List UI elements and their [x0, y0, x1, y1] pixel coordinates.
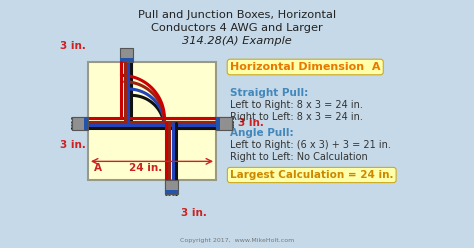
Text: 3 in.: 3 in.	[238, 118, 264, 128]
Text: Right to Left: 8 x 3 = 24 in.: Right to Left: 8 x 3 = 24 in.	[230, 112, 363, 122]
Bar	[216, 117, 232, 130]
Bar	[216, 117, 220, 130]
Text: Largest Calculation = 24 in.: Largest Calculation = 24 in.	[230, 170, 393, 180]
Text: Pull and Junction Boxes, Horizontal: Pull and Junction Boxes, Horizontal	[138, 10, 336, 20]
Bar	[164, 190, 178, 194]
Text: 314.28(A) Example: 314.28(A) Example	[182, 36, 292, 46]
Bar	[164, 180, 178, 194]
Text: Left to Right: (6 x 3) + 3 = 21 in.: Left to Right: (6 x 3) + 3 = 21 in.	[230, 140, 391, 150]
Text: Left to Right: 8 x 3 = 24 in.: Left to Right: 8 x 3 = 24 in.	[230, 100, 363, 110]
Text: Copyright 2017,  www.MikeHolt.com: Copyright 2017, www.MikeHolt.com	[180, 238, 294, 243]
Text: Straight Pull:: Straight Pull:	[230, 88, 308, 98]
Text: 3 in.: 3 in.	[60, 41, 86, 51]
Bar	[72, 117, 88, 130]
Bar	[84, 117, 88, 130]
Text: 3 in.: 3 in.	[60, 140, 86, 150]
Text: Conductors 4 AWG and Larger: Conductors 4 AWG and Larger	[151, 23, 323, 33]
Bar	[120, 48, 133, 62]
Text: Horizontal Dimension  A: Horizontal Dimension A	[230, 62, 381, 72]
Bar	[120, 58, 133, 62]
Text: A: A	[94, 163, 102, 173]
Bar	[88, 62, 216, 180]
Text: Right to Left: No Calculation: Right to Left: No Calculation	[230, 152, 368, 162]
Text: Angle Pull:: Angle Pull:	[230, 128, 293, 138]
Text: 24 in.: 24 in.	[129, 163, 162, 173]
Text: 3 in.: 3 in.	[181, 208, 207, 218]
